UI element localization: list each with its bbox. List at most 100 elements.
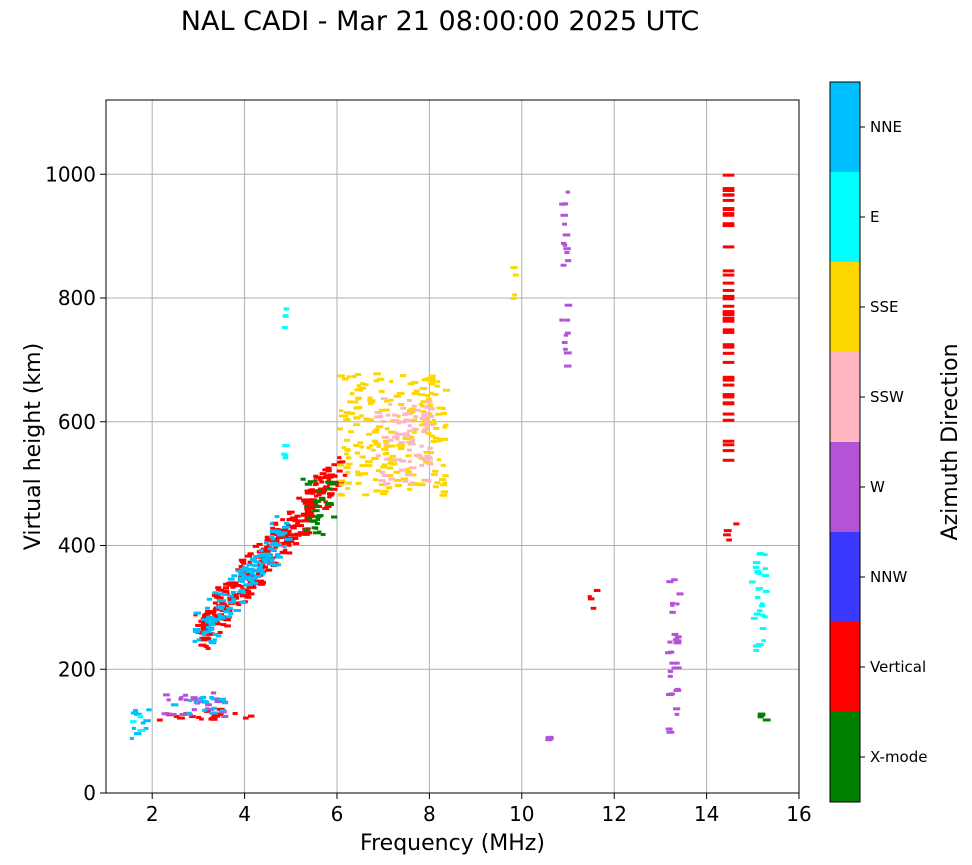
echo-point (216, 596, 224, 600)
echo-point (179, 696, 184, 700)
echo-point (297, 524, 305, 528)
echo-point (205, 646, 211, 650)
echo-point (376, 454, 381, 458)
echo-point (381, 489, 389, 493)
echo-point (214, 617, 219, 621)
echo-point (354, 388, 359, 392)
chart-title: NAL CADI - Mar 21 08:00:00 2025 UTC (180, 6, 700, 37)
echo-point (244, 554, 253, 558)
echo-point (722, 304, 735, 308)
echo-point (674, 666, 682, 670)
echo-point (276, 529, 281, 533)
echo-point (286, 518, 294, 522)
echo-point (264, 545, 269, 549)
echo-point (280, 518, 285, 522)
echo-point (338, 414, 344, 418)
echo-point (204, 606, 210, 610)
echo-point (200, 699, 208, 703)
echo-point (282, 314, 288, 318)
echo-point (243, 576, 251, 580)
echo-point (313, 479, 318, 483)
echo-point (405, 454, 412, 458)
echo-point (310, 513, 315, 517)
echo-point (275, 563, 282, 567)
echo-point (359, 445, 364, 449)
echo-point (335, 483, 342, 487)
echo-point (218, 699, 224, 703)
echo-point (331, 515, 338, 519)
echo-point (274, 515, 280, 519)
x-tick-label: 4 (238, 802, 251, 826)
echo-point (282, 444, 290, 448)
echo-point (322, 486, 327, 490)
echo-point (313, 474, 319, 478)
echo-point (385, 413, 391, 417)
echo-point (393, 478, 402, 482)
echo-point (178, 697, 183, 701)
echo-point (218, 599, 227, 603)
echo-point (405, 470, 412, 474)
echo-point (674, 688, 681, 692)
echo-point (367, 396, 373, 400)
echo-point (288, 524, 295, 528)
echo-point (399, 459, 407, 463)
echo-point (345, 481, 352, 485)
echo-point (722, 377, 735, 381)
echo-point (137, 729, 146, 733)
echo-point (220, 709, 227, 713)
echo-point (259, 562, 264, 566)
echo-point (428, 457, 433, 461)
echo-point (247, 552, 254, 556)
echo-point (722, 208, 735, 212)
echo-point (359, 455, 366, 459)
echo-point (443, 423, 449, 427)
echo-point (723, 533, 731, 537)
echo-point (360, 382, 365, 386)
echo-point (195, 623, 202, 627)
echo-point (398, 420, 407, 424)
echo-point (238, 558, 247, 562)
colorbar-tick-label: NNW (870, 568, 907, 586)
echo-point (420, 404, 425, 408)
echo-point (276, 535, 285, 539)
echo-point (420, 410, 426, 414)
echo-point (667, 669, 674, 673)
echo-point (413, 408, 421, 412)
echo-point (130, 720, 137, 724)
echo-point (398, 444, 405, 448)
echo-point (437, 437, 445, 441)
echo-point (286, 542, 292, 546)
echo-point (387, 461, 393, 465)
echo-point (239, 580, 245, 584)
echo-point (722, 458, 735, 462)
echo-point (674, 712, 680, 716)
echo-point (304, 482, 313, 486)
echo-point (204, 709, 211, 713)
echo-point (296, 496, 302, 500)
echo-point (671, 578, 678, 582)
y-tick-label: 800 (58, 286, 96, 310)
echo-point (249, 592, 255, 596)
echo-point (722, 378, 735, 382)
echo-point (722, 187, 735, 191)
echo-point (380, 420, 386, 424)
echo-point (383, 482, 391, 486)
echo-point (143, 719, 151, 723)
echo-point (378, 389, 385, 393)
echo-point (424, 426, 430, 430)
echo-point (325, 502, 334, 506)
echo-point (383, 399, 391, 403)
echo-point (374, 415, 382, 419)
echo-point (231, 600, 236, 604)
y-axis: 0 200 400 600 800 1000 (45, 162, 106, 805)
colorbar-swatch (830, 82, 860, 172)
echo-point (666, 730, 675, 734)
echo-point (512, 273, 519, 277)
colorbar-label: Azimuth Direction (938, 343, 963, 540)
y-tick-label: 400 (58, 534, 96, 558)
echo-point (440, 463, 446, 467)
echo-point (271, 563, 279, 567)
echo-point (749, 580, 756, 584)
echo-point (312, 489, 320, 493)
echo-point (338, 479, 346, 483)
